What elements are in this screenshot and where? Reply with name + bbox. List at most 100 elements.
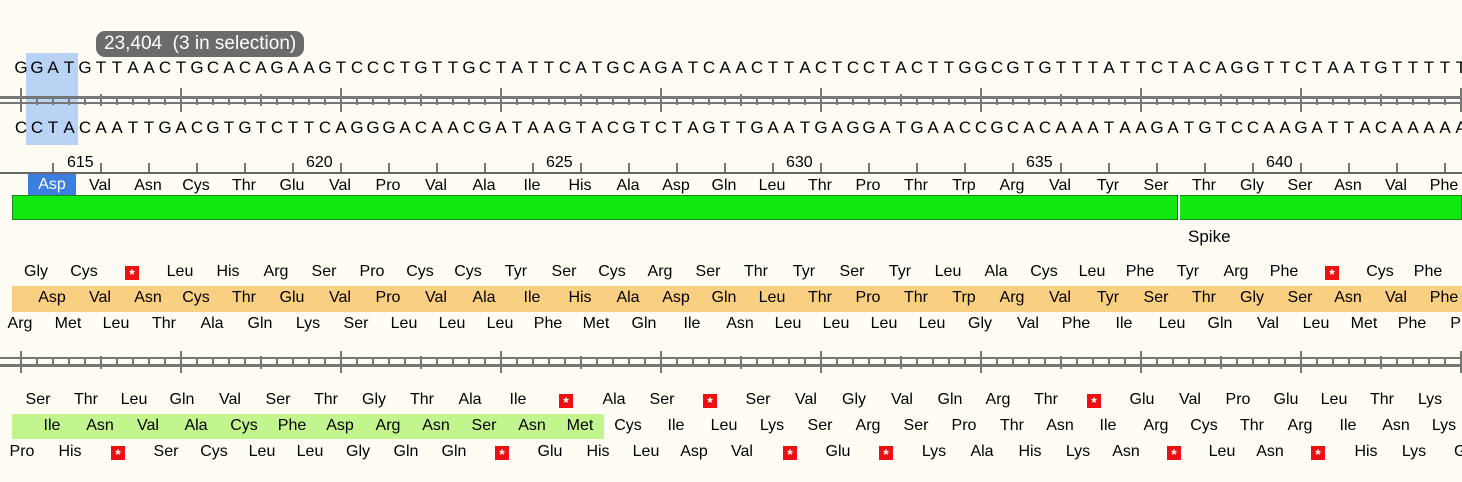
- bottom-strand-base[interactable]: T: [1215, 118, 1227, 137]
- top-strand-base[interactable]: A: [719, 58, 731, 77]
- top-strand-base[interactable]: C: [702, 58, 716, 77]
- top-strand-base[interactable]: T: [1055, 58, 1067, 77]
- bottom-strand-base[interactable]: T: [1327, 118, 1339, 137]
- top-strand-base[interactable]: T: [1135, 58, 1147, 77]
- bottom-strand-base[interactable]: C: [190, 118, 204, 137]
- bottom-strand-base[interactable]: A: [63, 118, 75, 137]
- top-strand-base[interactable]: C: [350, 58, 364, 77]
- bottom-strand-base[interactable]: A: [1423, 118, 1435, 137]
- top-strand-base[interactable]: T: [431, 58, 443, 77]
- top-strand-base[interactable]: G: [958, 58, 972, 77]
- bottom-strand-base[interactable]: C: [1246, 118, 1260, 137]
- bottom-strand-base[interactable]: A: [95, 118, 107, 137]
- bottom-strand-base[interactable]: T: [1183, 118, 1195, 137]
- top-strand-base[interactable]: T: [1071, 58, 1083, 77]
- top-strand-base[interactable]: A: [127, 58, 139, 77]
- bottom-strand-base[interactable]: T: [303, 118, 315, 137]
- bottom-strand-base[interactable]: G: [478, 118, 492, 137]
- bottom-strand-base[interactable]: C: [1374, 118, 1388, 137]
- bottom-strand-base[interactable]: T: [511, 118, 523, 137]
- bottom-strand-base[interactable]: G: [862, 118, 876, 137]
- bottom-strand-base[interactable]: C: [974, 118, 988, 137]
- bottom-strand-base[interactable]: G: [910, 118, 924, 137]
- top-strand-base[interactable]: T: [1439, 58, 1451, 77]
- bottom-strand-base[interactable]: A: [927, 118, 939, 137]
- top-strand-base[interactable]: T: [687, 58, 699, 77]
- top-strand-base[interactable]: A: [735, 58, 747, 77]
- top-strand-base[interactable]: G: [190, 58, 204, 77]
- top-strand-base[interactable]: G: [318, 58, 332, 77]
- top-strand-base[interactable]: T: [1423, 58, 1435, 77]
- top-strand-base[interactable]: G: [1374, 58, 1388, 77]
- top-strand-base[interactable]: C: [206, 58, 220, 77]
- top-strand-base[interactable]: C: [238, 58, 252, 77]
- top-strand-base[interactable]: T: [1279, 58, 1291, 77]
- top-strand-base[interactable]: T: [879, 58, 891, 77]
- bottom-strand-base[interactable]: T: [143, 118, 155, 137]
- bottom-strand-base[interactable]: C: [30, 118, 44, 137]
- bottom-strand-base[interactable]: T: [127, 118, 139, 137]
- top-strand-base[interactable]: G: [30, 58, 44, 77]
- bottom-strand-base[interactable]: T: [1343, 118, 1355, 137]
- top-strand-base[interactable]: A: [1343, 58, 1355, 77]
- top-strand-base[interactable]: G: [654, 58, 668, 77]
- top-strand-base[interactable]: T: [1311, 58, 1323, 77]
- bottom-strand-base[interactable]: G: [366, 118, 380, 137]
- bottom-strand-base[interactable]: T: [799, 118, 811, 137]
- bottom-strand-base[interactable]: T: [575, 118, 587, 137]
- top-strand-base[interactable]: T: [943, 58, 955, 77]
- top-strand-base[interactable]: T: [1455, 58, 1462, 77]
- top-strand-base[interactable]: G: [1006, 58, 1020, 77]
- top-strand-base[interactable]: T: [543, 58, 555, 77]
- top-strand-base[interactable]: C: [1294, 58, 1308, 77]
- top-strand-base[interactable]: C: [622, 58, 636, 77]
- bottom-strand-base[interactable]: G: [1198, 118, 1212, 137]
- top-strand-base[interactable]: G: [78, 58, 92, 77]
- top-strand-base[interactable]: A: [639, 58, 651, 77]
- top-strand-base[interactable]: C: [158, 58, 172, 77]
- top-strand-base[interactable]: G: [606, 58, 620, 77]
- top-strand-base[interactable]: G: [14, 58, 28, 77]
- top-strand-base[interactable]: T: [1167, 58, 1179, 77]
- top-strand-base[interactable]: A: [1215, 58, 1227, 77]
- top-strand-base[interactable]: T: [1263, 58, 1275, 77]
- bottom-strand-base[interactable]: A: [767, 118, 779, 137]
- top-strand-base[interactable]: G: [270, 58, 284, 77]
- bottom-strand-base[interactable]: A: [335, 118, 347, 137]
- bottom-strand-base[interactable]: T: [255, 118, 267, 137]
- bottom-strand-base[interactable]: A: [879, 118, 891, 137]
- bottom-strand-base[interactable]: G: [1150, 118, 1164, 137]
- bottom-strand-base[interactable]: G: [238, 118, 252, 137]
- top-strand-base[interactable]: T: [335, 58, 347, 77]
- top-strand-base[interactable]: A: [287, 58, 299, 77]
- bottom-strand-base[interactable]: G: [750, 118, 764, 137]
- top-strand-base[interactable]: T: [1023, 58, 1035, 77]
- bottom-strand-base[interactable]: A: [1087, 118, 1099, 137]
- bottom-strand-base[interactable]: A: [943, 118, 955, 137]
- top-strand-base[interactable]: C: [990, 58, 1004, 77]
- bottom-strand-base[interactable]: T: [719, 118, 731, 137]
- top-strand-base[interactable]: A: [1183, 58, 1195, 77]
- top-strand-base[interactable]: T: [831, 58, 843, 77]
- top-strand-base[interactable]: C: [750, 58, 764, 77]
- top-strand-base[interactable]: C: [862, 58, 876, 77]
- bottom-strand-base[interactable]: A: [1119, 118, 1131, 137]
- top-strand-base[interactable]: C: [366, 58, 380, 77]
- top-strand-base[interactable]: T: [767, 58, 779, 77]
- bottom-strand-base[interactable]: G: [1294, 118, 1308, 137]
- bottom-strand-base[interactable]: G: [350, 118, 364, 137]
- bottom-strand-base[interactable]: A: [175, 118, 187, 137]
- orf-band-plus1[interactable]: [12, 286, 1462, 312]
- bottom-strand-base[interactable]: A: [1135, 118, 1147, 137]
- bottom-strand-base[interactable]: A: [1359, 118, 1371, 137]
- bottom-strand-base[interactable]: G: [382, 118, 396, 137]
- top-strand-base[interactable]: T: [1359, 58, 1371, 77]
- top-strand-base[interactable]: A: [671, 58, 683, 77]
- bottom-strand-base[interactable]: C: [1230, 118, 1244, 137]
- top-strand-base[interactable]: T: [175, 58, 187, 77]
- bottom-strand-base[interactable]: G: [846, 118, 860, 137]
- bottom-strand-base[interactable]: A: [1055, 118, 1067, 137]
- top-strand-base[interactable]: G: [1246, 58, 1260, 77]
- top-strand-base[interactable]: C: [814, 58, 828, 77]
- top-strand-base[interactable]: C: [382, 58, 396, 77]
